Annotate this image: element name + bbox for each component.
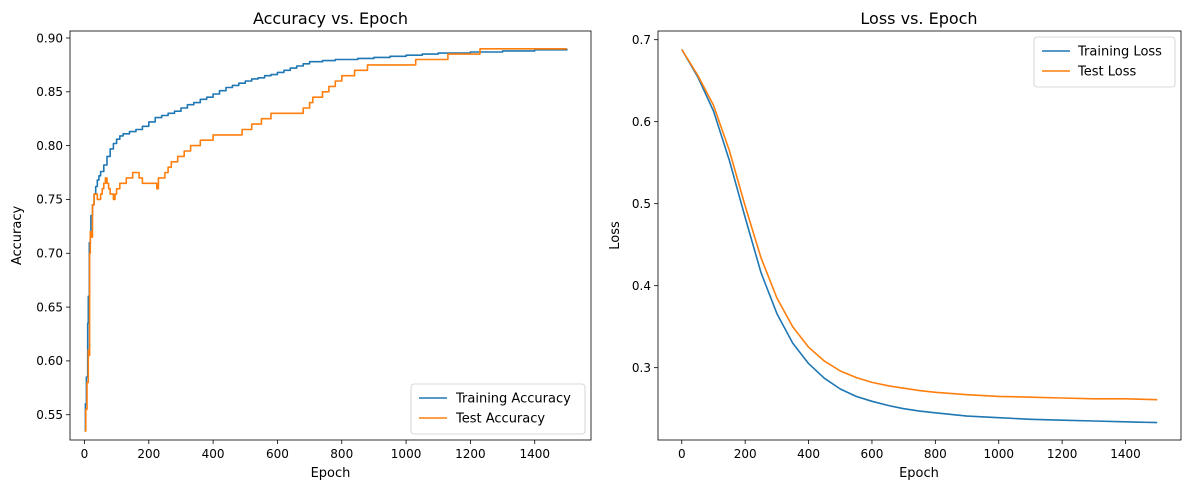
x-tick-label: 400 bbox=[202, 447, 225, 461]
x-tick-label: 600 bbox=[861, 447, 884, 461]
x-tick-label: 0 bbox=[81, 447, 89, 461]
x-ticks: 0 200 400 600 800 1000 1200 1400 bbox=[678, 440, 1141, 461]
x-axis-label: Epoch bbox=[899, 466, 939, 481]
x-tick-label: 1400 bbox=[519, 447, 550, 461]
legend-label-training-accuracy: Training Accuracy bbox=[455, 392, 571, 407]
x-tick-label: 400 bbox=[797, 447, 820, 461]
chart-title: Accuracy vs. Epoch bbox=[253, 9, 408, 28]
x-tick-label: 1200 bbox=[1047, 447, 1078, 461]
x-tick-label: 800 bbox=[330, 447, 353, 461]
y-tick-label: 0.55 bbox=[36, 408, 63, 422]
legend-label-test-loss: Test Loss bbox=[1077, 65, 1136, 80]
y-tick-label: 0.75 bbox=[36, 193, 63, 207]
series-line-test-loss bbox=[681, 49, 1158, 401]
legend-box bbox=[410, 383, 586, 435]
x-tick-label: 600 bbox=[266, 447, 289, 461]
chart-title: Loss vs. Epoch bbox=[860, 9, 977, 28]
series-line-training-accuracy bbox=[84, 48, 568, 432]
y-tick-label: 0.65 bbox=[36, 300, 63, 314]
y-tick-label: 0.7 bbox=[632, 33, 651, 47]
x-tick-label: 200 bbox=[734, 447, 757, 461]
x-tick-label: 1400 bbox=[1110, 447, 1141, 461]
y-tick-label: 0.60 bbox=[36, 354, 63, 368]
legend-label-training-loss: Training Loss bbox=[1077, 45, 1162, 60]
legend-label-test-accuracy: Test Accuracy bbox=[455, 412, 545, 427]
y-tick-label: 0.85 bbox=[36, 85, 63, 99]
x-tick-label: 800 bbox=[924, 447, 947, 461]
y-tick-label: 0.4 bbox=[632, 279, 651, 293]
legend: Training Loss Test Loss bbox=[1033, 36, 1176, 88]
y-tick-label: 0.3 bbox=[632, 361, 651, 375]
y-axis-label: Accuracy bbox=[10, 206, 25, 266]
x-tick-label: 1000 bbox=[391, 447, 422, 461]
y-tick-label: 0.5 bbox=[632, 197, 651, 211]
y-ticks: 0.3 0.4 0.5 0.6 0.7 bbox=[632, 33, 658, 375]
x-tick-label: 200 bbox=[137, 447, 160, 461]
plot-lines bbox=[681, 49, 1158, 424]
y-tick-label: 0.90 bbox=[36, 31, 63, 45]
y-tick-label: 0.70 bbox=[36, 247, 63, 261]
legend: Training Accuracy Test Accuracy bbox=[410, 383, 586, 435]
series-line-training-loss bbox=[681, 49, 1158, 424]
y-ticks: 0.55 0.60 0.65 0.70 0.75 0.80 0.85 0.90 bbox=[36, 31, 70, 422]
series-line-test-accuracy bbox=[84, 48, 567, 432]
legend-box bbox=[1033, 36, 1176, 88]
plot-lines bbox=[84, 48, 568, 432]
plot-frame bbox=[657, 30, 1182, 441]
y-tick-label: 0.6 bbox=[632, 115, 651, 129]
x-ticks: 0 200 400 600 800 1000 1200 1400 bbox=[81, 440, 550, 461]
x-tick-label: 1200 bbox=[455, 447, 486, 461]
x-tick-label: 1000 bbox=[983, 447, 1014, 461]
x-tick-label: 0 bbox=[678, 447, 686, 461]
accuracy-panel: Accuracy vs. Epoch Epoch Accuracy 0 200 40… bbox=[10, 9, 592, 481]
x-axis-label: Epoch bbox=[311, 466, 351, 481]
loss-panel: Loss vs. Epoch Epoch Loss 0 200 400 600 800 1… bbox=[608, 9, 1182, 481]
y-axis-label: Loss bbox=[608, 221, 623, 250]
y-tick-label: 0.80 bbox=[36, 139, 63, 153]
plot-frame bbox=[69, 30, 592, 441]
